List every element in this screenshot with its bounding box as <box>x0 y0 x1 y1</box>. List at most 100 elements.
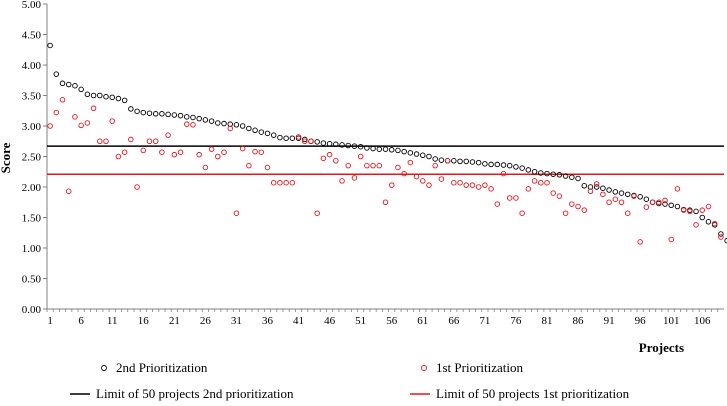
point-1st-prioritization <box>146 138 153 144</box>
point-1st-prioritization <box>202 164 209 171</box>
point-1st-prioritization <box>258 149 265 155</box>
x-tick-label: 1 <box>47 315 53 327</box>
x-tick-label: 41 <box>293 315 304 327</box>
point-2nd-prioritization <box>637 194 643 200</box>
point-1st-prioritization <box>656 199 662 205</box>
point-2nd-prioritization <box>718 231 724 237</box>
point-1st-prioritization <box>668 236 674 243</box>
legend-label: Limit of 50 projects 1st prioritization <box>436 386 630 401</box>
point-1st-prioritization <box>333 158 339 164</box>
point-2nd-prioritization <box>575 175 581 182</box>
point-2nd-prioritization <box>270 132 277 138</box>
x-tick-label: 91 <box>604 315 615 327</box>
point-2nd-prioritization <box>239 123 246 129</box>
point-2nd-prioritization <box>146 110 153 116</box>
point-2nd-prioritization <box>183 114 190 120</box>
point-2nd-prioritization <box>370 145 376 152</box>
point-1st-prioritization <box>550 190 556 196</box>
point-1st-prioritization <box>326 151 333 158</box>
point-2nd-prioritization <box>196 115 202 122</box>
point-2nd-prioritization <box>97 92 103 99</box>
point-1st-prioritization <box>426 182 432 188</box>
point-1st-prioritization <box>140 147 147 154</box>
point-1st-prioritization <box>252 148 258 155</box>
point-2nd-prioritization <box>345 142 351 149</box>
point-2nd-prioritization <box>550 171 556 177</box>
point-1st-prioritization <box>351 175 358 181</box>
point-1st-prioritization <box>513 195 519 201</box>
point-1st-prioritization <box>302 138 308 144</box>
point-1st-prioritization <box>388 182 395 188</box>
point-2nd-prioritization <box>469 159 476 165</box>
legend-marker <box>101 365 107 371</box>
point-1st-prioritization <box>637 239 643 245</box>
point-2nd-prioritization <box>84 91 91 98</box>
point-2nd-prioritization <box>351 143 358 149</box>
point-1st-prioritization <box>413 173 420 180</box>
point-2nd-prioritization <box>90 92 97 99</box>
y-tick-label: 1.00 <box>22 243 42 255</box>
legend-item: Limit of 50 projects 2nd prioritization <box>70 386 294 401</box>
point-2nd-prioritization <box>252 127 258 134</box>
point-1st-prioritization <box>239 145 246 152</box>
point-1st-prioritization <box>531 178 538 184</box>
y-axis-ticks: 0.00 0.50 1.00 1.50 2.00 2.50 3.00 3.50 4.00 4.50… <box>22 0 47 316</box>
x-tick-label: 56 <box>386 315 398 327</box>
point-1st-prioritization <box>308 138 314 144</box>
point-1st-prioritization <box>345 162 351 169</box>
point-1st-prioritization <box>444 158 451 164</box>
point-1st-prioritization <box>159 149 165 155</box>
point-2nd-prioritization <box>326 140 333 147</box>
point-2nd-prioritization <box>432 156 438 162</box>
point-1st-prioritization <box>289 179 296 186</box>
x-tick-label: 36 <box>262 315 274 327</box>
x-tick-label: 61 <box>417 315 428 327</box>
point-1st-prioritization <box>72 114 78 120</box>
point-2nd-prioritization <box>246 125 252 132</box>
point-2nd-prioritization <box>488 161 494 168</box>
point-1st-prioritization <box>183 121 190 127</box>
point-1st-prioritization <box>463 182 469 188</box>
point-1st-prioritization <box>581 207 588 213</box>
x-tick-label: 26 <box>200 315 212 327</box>
point-2nd-prioritization <box>103 93 109 100</box>
point-1st-prioritization <box>718 234 724 240</box>
point-1st-prioritization <box>519 210 525 216</box>
point-2nd-prioritization <box>482 161 488 167</box>
point-1st-prioritization <box>97 138 103 144</box>
point-1st-prioritization <box>624 210 631 216</box>
point-2nd-prioritization <box>475 159 482 166</box>
point-1st-prioritization <box>103 138 109 144</box>
point-1st-prioritization <box>525 186 532 192</box>
point-2nd-prioritization <box>699 214 706 221</box>
point-2nd-prioritization <box>463 158 469 165</box>
point-2nd-prioritization <box>500 162 507 168</box>
point-1st-prioritization <box>575 203 581 210</box>
point-1st-prioritization <box>612 196 619 202</box>
y-tick-label: 0.00 <box>22 304 42 316</box>
point-1st-prioritization <box>705 203 712 210</box>
legend-label: 2nd Prioritization <box>116 360 208 375</box>
point-1st-prioritization <box>134 184 140 190</box>
point-1st-prioritization <box>376 162 383 169</box>
point-2nd-prioritization <box>426 153 432 160</box>
point-1st-prioritization <box>121 149 128 155</box>
y-tick-label: 2.50 <box>22 152 42 164</box>
x-tick-label: 21 <box>169 315 180 327</box>
point-2nd-prioritization <box>538 170 544 176</box>
legend-item: Limit of 50 projects 1st prioritization <box>410 386 630 401</box>
point-1st-prioritization <box>152 138 159 144</box>
point-2nd-prioritization <box>376 146 383 152</box>
point-1st-prioritization <box>488 186 494 192</box>
point-1st-prioritization <box>506 195 513 201</box>
point-2nd-prioritization <box>705 219 712 225</box>
point-2nd-prioritization <box>357 143 364 150</box>
point-2nd-prioritization <box>451 158 457 164</box>
point-2nd-prioritization <box>128 106 134 112</box>
point-1st-prioritization <box>177 149 184 155</box>
point-1st-prioritization <box>618 199 625 205</box>
point-1st-prioritization <box>314 210 320 216</box>
point-2nd-prioritization <box>53 71 60 77</box>
point-1st-prioritization <box>171 151 178 158</box>
